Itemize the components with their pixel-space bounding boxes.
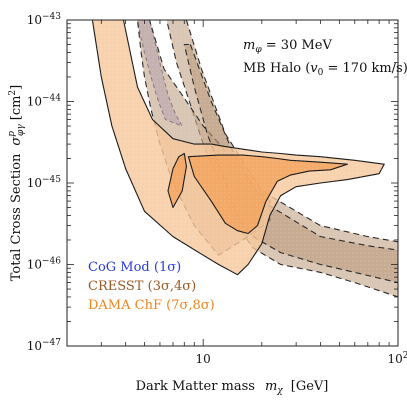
axis-ticks bbox=[66, 19, 399, 347]
legend-entry-dama: DAMA ChF (7σ,8σ) bbox=[88, 298, 215, 313]
x-tick-label: 10 bbox=[196, 352, 211, 366]
y-tick-label: 10−46 bbox=[27, 257, 62, 272]
y-tick-label: 10−43 bbox=[27, 12, 62, 27]
region-dama-chf-7--1-texture bbox=[168, 153, 187, 208]
x-axis-label: Dark Matter mass mχ [GeV] bbox=[136, 379, 329, 396]
region-dama-chf-8--0-texture bbox=[92, 20, 385, 275]
y-tick-label: 10−45 bbox=[27, 175, 62, 190]
y-axis-label: Total Cross Sectionσpφγ[cm2] bbox=[7, 85, 26, 282]
plot-regions bbox=[91, 20, 398, 298]
y-tick-label: 10−47 bbox=[27, 338, 62, 353]
legend: CoG Mod (1σ) CRESST (3σ,4σ) DAMA ChF (7σ… bbox=[88, 260, 215, 313]
legend-entry-cog: CoG Mod (1σ) bbox=[88, 260, 181, 275]
annotation-mphi: mφ = 30 MeV bbox=[243, 38, 332, 55]
tick-labels: 10−43 10−44 10−45 10−46 10−47 10 102 bbox=[27, 12, 407, 366]
y-tick-label: 10−44 bbox=[27, 94, 62, 109]
region-dama-chf-7--0-texture bbox=[188, 155, 348, 234]
annotation-halo: MB Halo (v0 = 170 km/s) bbox=[243, 61, 407, 78]
legend-entry-cresst: CRESST (3σ,4σ) bbox=[88, 279, 196, 294]
x-tick-label: 102 bbox=[387, 351, 407, 366]
